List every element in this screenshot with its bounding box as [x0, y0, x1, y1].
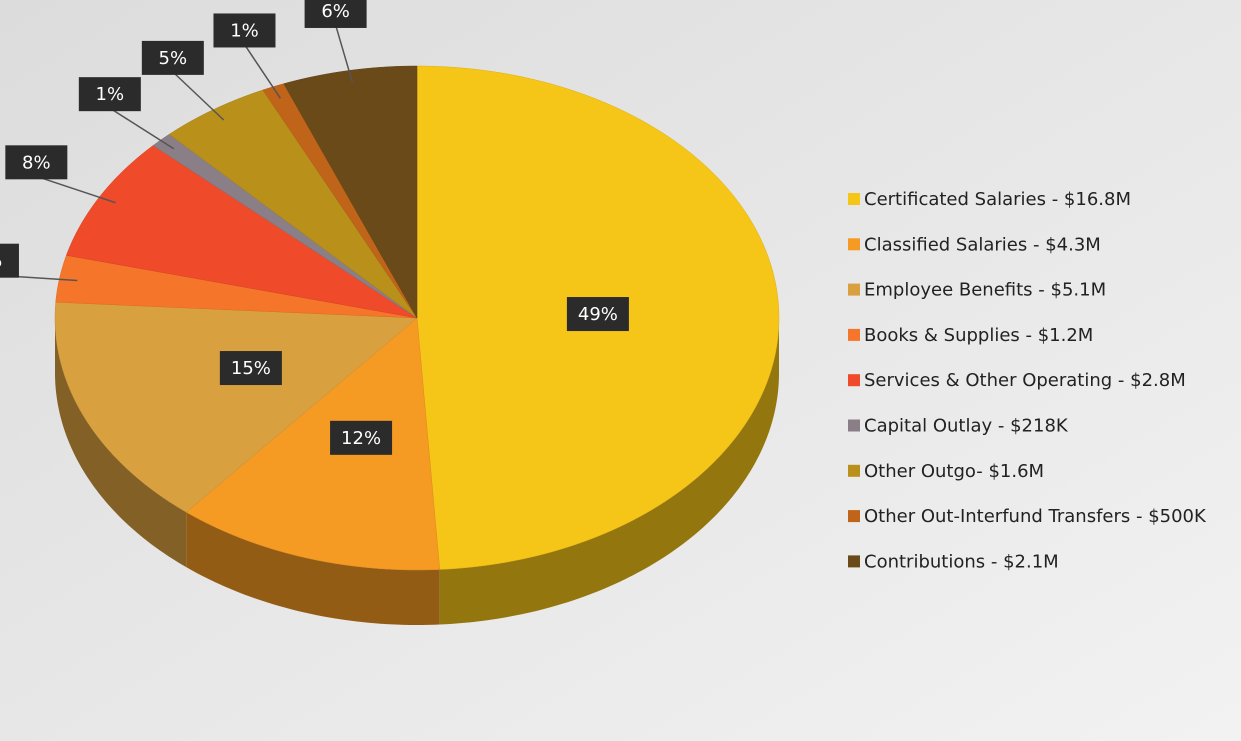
label-box — [330, 420, 393, 455]
legend-swatch — [848, 419, 860, 432]
leader-line — [109, 107, 175, 150]
slice — [54, 301, 418, 513]
slice-side — [186, 512, 440, 625]
legend-label: Other Out-Interfund Transfers - $500K — [864, 506, 1207, 527]
legend-swatch — [848, 238, 860, 251]
legend-swatch — [848, 374, 860, 387]
leader-line — [334, 24, 354, 84]
legend-label: Certificated Salaries - $16.8M — [864, 189, 1131, 210]
leader-line — [36, 175, 116, 204]
label-box — [304, 0, 367, 28]
label-box — [213, 13, 276, 48]
label-box — [566, 297, 629, 332]
legend-swatch — [848, 510, 860, 523]
leader-line — [172, 71, 225, 121]
label-box — [219, 351, 282, 386]
slice-side — [439, 318, 779, 625]
data-label: 1% — [96, 84, 125, 105]
data-label: 8% — [22, 152, 51, 173]
leader-line — [243, 44, 282, 99]
label-box — [0, 243, 19, 278]
legend-swatch — [848, 193, 860, 205]
legend-label: Capital Outlay - $218K — [864, 416, 1069, 437]
data-label: 12% — [341, 428, 381, 449]
data-label: 49% — [578, 304, 618, 325]
legend-label: Contributions - $2.1M — [864, 551, 1059, 572]
legend-swatch — [848, 328, 860, 341]
legend-label: Employee Benefits - $5.1M — [864, 280, 1106, 301]
slice — [55, 255, 418, 319]
slice — [66, 145, 418, 319]
slice-side — [55, 318, 187, 568]
data-label: 1% — [230, 20, 259, 41]
legend-label: Services & Other Operating - $2.8M — [864, 370, 1186, 391]
legend-label: Classified Salaries - $4.3M — [864, 234, 1101, 255]
legend-swatch — [848, 464, 860, 477]
legend-label: Books & Supplies - $1.2M — [864, 325, 1093, 346]
legend-label: Other Outgo- $1.6M — [864, 461, 1044, 482]
data-label: 6% — [321, 1, 350, 22]
label-box — [5, 145, 68, 180]
data-label: 15% — [231, 358, 271, 379]
legend-swatch — [848, 283, 860, 296]
label-box — [141, 40, 204, 75]
label-box — [78, 77, 141, 112]
slice — [185, 317, 441, 571]
data-label: 3% — [0, 251, 2, 272]
legend-swatch — [848, 555, 860, 568]
data-label: 5% — [159, 48, 188, 69]
